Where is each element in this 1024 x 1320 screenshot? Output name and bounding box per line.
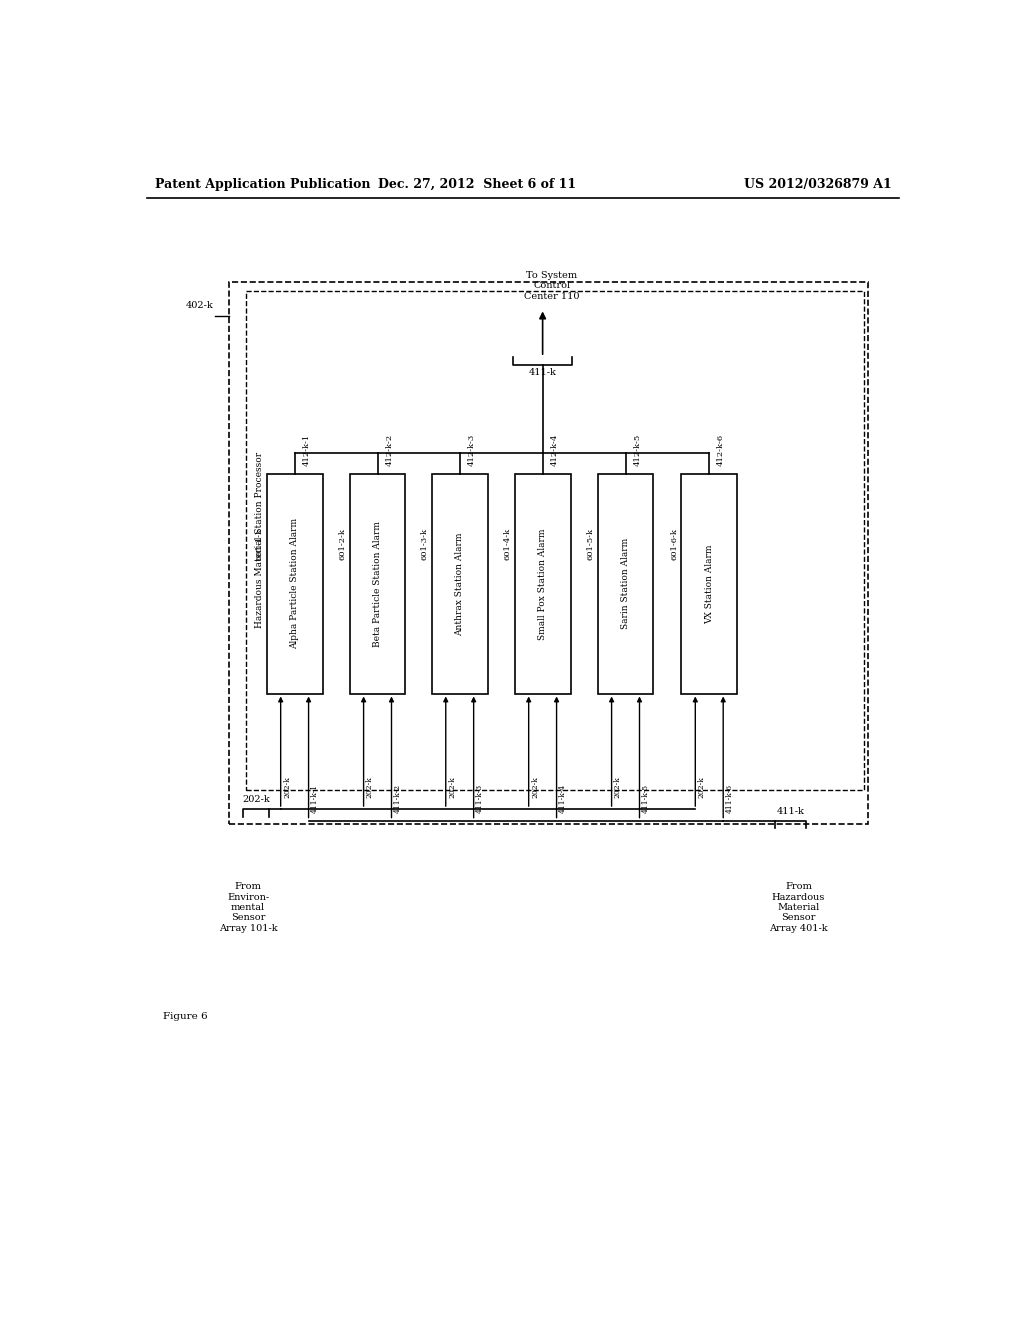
Text: 412-k-1: 412-k-1	[302, 434, 310, 466]
Text: 601-5-k: 601-5-k	[587, 528, 595, 561]
Text: To System
Control
Center 110: To System Control Center 110	[524, 271, 580, 301]
Text: Beta Particle Station Alarm: Beta Particle Station Alarm	[373, 521, 382, 647]
Bar	[598, 474, 653, 693]
Text: 202-k: 202-k	[449, 776, 456, 797]
Text: 601-3-k: 601-3-k	[421, 528, 429, 561]
Text: Sarin Station Alarm: Sarin Station Alarm	[621, 539, 630, 630]
Bar	[349, 474, 406, 693]
Text: 411-k-2: 411-k-2	[394, 784, 401, 813]
Text: 411-k-3: 411-k-3	[476, 784, 484, 813]
Bar	[228, 281, 868, 825]
Text: 411-k-6: 411-k-6	[726, 784, 733, 813]
Text: 601-4-k: 601-4-k	[504, 528, 512, 561]
Text: 412-k-6: 412-k-6	[717, 434, 725, 466]
Text: 411-k: 411-k	[776, 807, 805, 816]
Bar	[266, 474, 323, 693]
Bar	[681, 474, 737, 693]
Bar	[515, 474, 570, 693]
Bar	[432, 474, 487, 693]
Text: 411-k-5: 411-k-5	[642, 784, 650, 813]
Text: 202-k: 202-k	[242, 796, 269, 804]
Text: 202-k: 202-k	[531, 776, 539, 797]
Text: 412-k-4: 412-k-4	[550, 434, 558, 466]
Text: Hazardous Material Station Processor: Hazardous Material Station Processor	[255, 453, 264, 628]
Text: 202-k: 202-k	[366, 776, 374, 797]
Text: 202-k: 202-k	[614, 776, 622, 797]
Text: Anthrax Station Alarm: Anthrax Station Alarm	[456, 532, 464, 635]
Text: 601-2-k: 601-2-k	[339, 528, 346, 560]
Text: US 2012/0326879 A1: US 2012/0326879 A1	[743, 178, 891, 190]
Text: Figure 6: Figure 6	[163, 1012, 208, 1022]
Text: 411-k-1: 411-k-1	[311, 784, 318, 813]
Text: 202-k: 202-k	[697, 776, 706, 797]
Bar	[246, 290, 864, 789]
Text: 411-k: 411-k	[528, 368, 557, 376]
Text: 202-k: 202-k	[283, 776, 291, 797]
Text: From
Hazardous
Material
Sensor
Array 401-k: From Hazardous Material Sensor Array 401…	[769, 882, 827, 933]
Text: 411-k-4: 411-k-4	[559, 784, 567, 813]
Text: Alpha Particle Station Alarm: Alpha Particle Station Alarm	[290, 519, 299, 649]
Text: From
Environ-
mental
Sensor
Array 101-k: From Environ- mental Sensor Array 101-k	[219, 882, 278, 933]
Text: 412-k-3: 412-k-3	[467, 434, 475, 466]
Text: Patent Application Publication: Patent Application Publication	[155, 178, 371, 190]
Text: Small Pox Station Alarm: Small Pox Station Alarm	[539, 528, 547, 640]
Text: 601-6-k: 601-6-k	[671, 528, 678, 560]
Text: VX Station Alarm: VX Station Alarm	[705, 544, 714, 623]
Text: 601-1-k: 601-1-k	[256, 528, 263, 561]
Text: 412-k-5: 412-k-5	[633, 434, 641, 466]
Text: 402-k: 402-k	[185, 301, 213, 310]
Text: 412-k-2: 412-k-2	[385, 434, 393, 466]
Text: Dec. 27, 2012  Sheet 6 of 11: Dec. 27, 2012 Sheet 6 of 11	[378, 178, 575, 190]
